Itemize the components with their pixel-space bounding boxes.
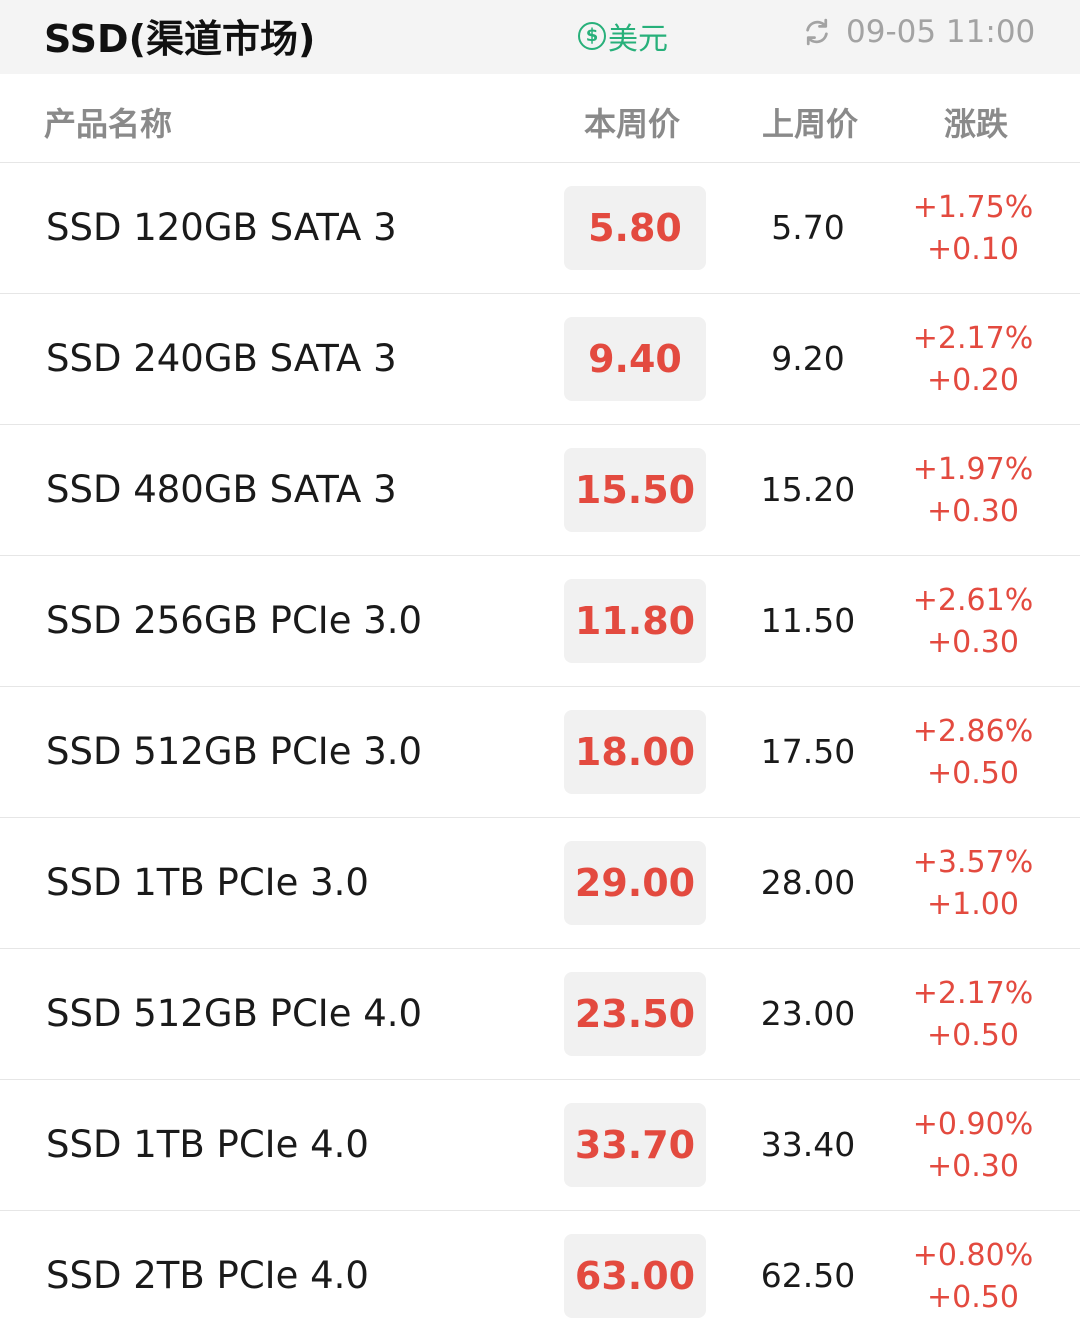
- last-week-price: 5.70: [771, 208, 845, 247]
- this-week-price: 9.40: [564, 317, 706, 401]
- table-row[interactable]: SSD 2TB PCIe 4.0 63.00 62.50 +0.80% +0.5…: [0, 1211, 1080, 1319]
- price-change: +1.97% +0.30: [892, 449, 1054, 533]
- product-name: SSD 240GB SATA 3: [46, 337, 397, 380]
- change-amount: +0.30: [927, 1149, 1019, 1184]
- currency-label: 美元: [608, 22, 668, 57]
- column-header-name[interactable]: 产品名称: [44, 105, 173, 143]
- change-amount: +0.30: [927, 625, 1019, 660]
- table-row[interactable]: SSD 120GB SATA 3 5.80 5.70 +1.75% +0.10: [0, 163, 1080, 294]
- change-percent: +2.17%: [912, 976, 1034, 1011]
- price-change: +2.86% +0.50: [892, 711, 1054, 795]
- last-week-price: 9.20: [771, 339, 845, 378]
- price-change: +3.57% +1.00: [892, 842, 1054, 926]
- table-row[interactable]: SSD 512GB PCIe 4.0 23.50 23.00 +2.17% +0…: [0, 949, 1080, 1080]
- last-week-price: 17.50: [760, 732, 856, 771]
- change-percent: +1.75%: [912, 190, 1034, 225]
- last-week-price: 33.40: [760, 1125, 856, 1164]
- product-name: SSD 1TB PCIe 4.0: [46, 1123, 369, 1166]
- price-change: +0.90% +0.30: [892, 1104, 1054, 1188]
- update-time-text: 09-05 11:00: [846, 14, 1036, 50]
- product-name: SSD 480GB SATA 3: [46, 468, 397, 511]
- price-change: +0.80% +0.50: [892, 1235, 1054, 1319]
- refresh-icon[interactable]: [802, 17, 832, 47]
- this-week-price: 63.00: [564, 1234, 706, 1318]
- this-week-price: 15.50: [564, 448, 706, 532]
- this-week-price: 23.50: [564, 972, 706, 1056]
- this-week-price: 33.70: [564, 1103, 706, 1187]
- change-amount: +0.20: [927, 363, 1019, 398]
- change-amount: +0.50: [927, 1280, 1019, 1315]
- column-header-change[interactable]: 涨跌: [944, 105, 1009, 143]
- this-week-price: 11.80: [564, 579, 706, 663]
- table-row[interactable]: SSD 480GB SATA 3 15.50 15.20 +1.97% +0.3…: [0, 425, 1080, 556]
- change-percent: +2.17%: [912, 321, 1034, 356]
- update-time[interactable]: 09-05 11:00: [802, 14, 1035, 50]
- last-week-price: 62.50: [760, 1256, 856, 1295]
- price-change: +1.75% +0.10: [892, 187, 1054, 271]
- change-percent: +2.61%: [912, 583, 1034, 618]
- change-percent: +3.57%: [912, 845, 1034, 880]
- price-change: +2.61% +0.30: [892, 580, 1054, 664]
- change-percent: +1.97%: [912, 452, 1034, 487]
- product-name: SSD 120GB SATA 3: [46, 206, 397, 249]
- last-week-price: 11.50: [760, 601, 856, 640]
- this-week-price: 5.80: [564, 186, 706, 270]
- change-percent: +0.80%: [912, 1238, 1034, 1273]
- product-name: SSD 512GB PCIe 3.0: [46, 730, 423, 773]
- change-percent: +0.90%: [912, 1107, 1034, 1142]
- table-row[interactable]: SSD 240GB SATA 3 9.40 9.20 +2.17% +0.20: [0, 294, 1080, 425]
- table-row[interactable]: SSD 1TB PCIe 3.0 29.00 28.00 +3.57% +1.0…: [0, 818, 1080, 949]
- change-percent: +2.86%: [912, 714, 1034, 749]
- change-amount: +0.30: [927, 494, 1019, 529]
- table-row[interactable]: SSD 512GB PCIe 3.0 18.00 17.50 +2.86% +0…: [0, 687, 1080, 818]
- last-week-price: 28.00: [760, 863, 856, 902]
- table-row[interactable]: SSD 256GB PCIe 3.0 11.80 11.50 +2.61% +0…: [0, 556, 1080, 687]
- page-header: SSD(渠道市场) $ 美元 09-05 11:00: [0, 0, 1080, 74]
- product-name: SSD 1TB PCIe 3.0: [46, 861, 369, 904]
- this-week-price: 29.00: [564, 841, 706, 925]
- price-change: +2.17% +0.50: [892, 973, 1054, 1057]
- column-header-this-week[interactable]: 本周价: [584, 105, 681, 143]
- currency-toggle[interactable]: $ 美元: [578, 14, 668, 58]
- last-week-price: 23.00: [760, 994, 856, 1033]
- page-title: SSD(渠道市场): [44, 17, 316, 61]
- change-amount: +1.00: [927, 887, 1019, 922]
- product-name: SSD 256GB PCIe 3.0: [46, 599, 423, 642]
- dollar-circle-icon: $: [578, 22, 606, 50]
- product-name: SSD 2TB PCIe 4.0: [46, 1254, 369, 1297]
- column-header-last-week[interactable]: 上周价: [762, 105, 859, 143]
- this-week-price: 18.00: [564, 710, 706, 794]
- table-row[interactable]: SSD 1TB PCIe 4.0 33.70 33.40 +0.90% +0.3…: [0, 1080, 1080, 1211]
- table-header: 产品名称 本周价 上周价 涨跌: [0, 74, 1080, 163]
- change-amount: +0.10: [927, 232, 1019, 267]
- last-week-price: 15.20: [760, 470, 856, 509]
- price-table: SSD 120GB SATA 3 5.80 5.70 +1.75% +0.10 …: [0, 163, 1080, 1319]
- price-change: +2.17% +0.20: [892, 318, 1054, 402]
- change-amount: +0.50: [927, 756, 1019, 791]
- change-amount: +0.50: [927, 1018, 1019, 1053]
- product-name: SSD 512GB PCIe 4.0: [46, 992, 423, 1035]
